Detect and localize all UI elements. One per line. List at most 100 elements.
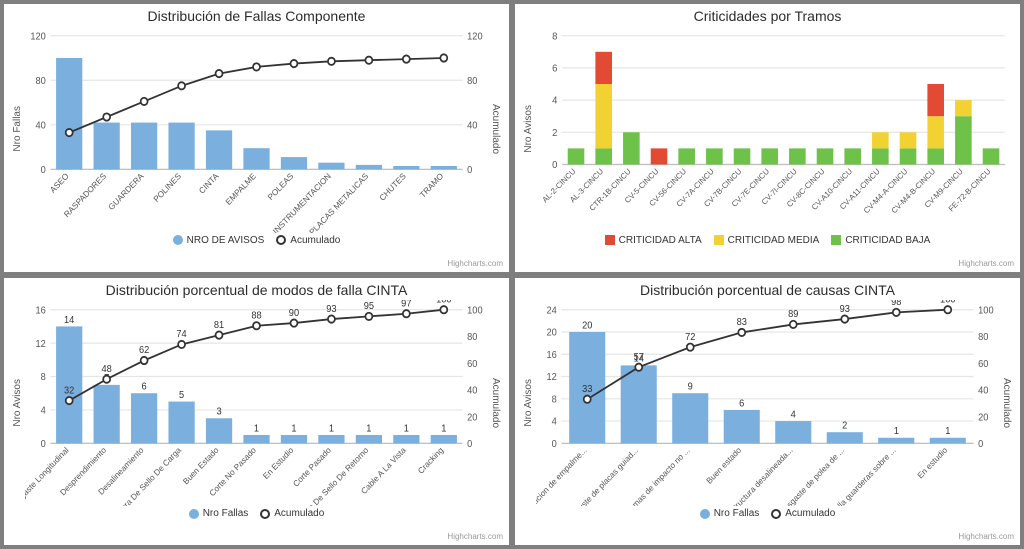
svg-text:4: 4 — [552, 416, 557, 427]
svg-text:80: 80 — [467, 76, 477, 87]
plot-wrap: Nro Avisos 04812162024020406080100201496… — [523, 300, 1012, 507]
svg-text:Buen Estado: Buen Estado — [181, 444, 221, 486]
svg-text:40: 40 — [467, 385, 477, 396]
legend-swatch — [173, 235, 183, 245]
legend-label: Nro Fallas — [714, 508, 760, 519]
svg-text:20: 20 — [582, 320, 592, 331]
panel-modos-falla: Distribución porcentual de modos de fall… — [4, 278, 509, 546]
svg-text:80: 80 — [978, 331, 988, 342]
svg-text:9: 9 — [688, 381, 693, 392]
svg-text:5: 5 — [179, 389, 184, 400]
credit: Highcharts.com — [958, 532, 1014, 541]
y-axis-left: Nro Avisos — [12, 300, 23, 507]
svg-text:83: 83 — [737, 316, 747, 327]
plot-area: 02468AL-2-CINCUAL-3-CINCUCTR-1B-CINCUCV-… — [536, 26, 1012, 233]
legend-label: Acumulado — [290, 235, 340, 246]
chart-title: Distribución de Fallas Componente — [12, 8, 501, 24]
svg-text:16: 16 — [547, 349, 557, 360]
svg-text:20: 20 — [547, 327, 557, 338]
svg-text:8: 8 — [552, 31, 557, 42]
svg-text:33: 33 — [582, 383, 592, 394]
legend-label: CRITICIDAD MEDIA — [728, 235, 820, 246]
svg-text:EMPALME: EMPALME — [223, 171, 258, 208]
svg-text:CINTA: CINTA — [197, 170, 221, 195]
svg-text:1: 1 — [945, 425, 950, 436]
svg-text:TRAMO: TRAMO — [418, 170, 446, 199]
panel-fallas-componente: Distribución de Fallas Componente Nro Fa… — [4, 4, 509, 272]
svg-text:1: 1 — [329, 423, 334, 434]
svg-text:16: 16 — [36, 305, 46, 316]
svg-text:72: 72 — [685, 331, 695, 342]
plot-area: 0481216020406080100147653111111324862748… — [25, 300, 488, 507]
legend-item: Acumulado — [276, 235, 340, 246]
svg-text:120: 120 — [30, 31, 45, 42]
svg-text:40: 40 — [978, 385, 988, 396]
svg-text:95: 95 — [364, 300, 374, 311]
credit: Highcharts.com — [958, 259, 1014, 268]
legend-item: Nro Fallas — [189, 508, 249, 519]
svg-text:90: 90 — [289, 307, 299, 318]
svg-text:20: 20 — [467, 412, 477, 423]
svg-text:1: 1 — [894, 425, 899, 436]
svg-text:0: 0 — [467, 165, 472, 176]
plot-wrap: Nro Avisos 02468AL-2-CINCUAL-3-CINCUCTR-… — [523, 26, 1012, 233]
y-axis-right: Acumulado — [490, 26, 501, 233]
svg-text:0: 0 — [41, 438, 46, 449]
legend: NRO DE AVISOS Acumulado — [12, 235, 501, 246]
svg-text:Cracking: Cracking — [416, 444, 446, 475]
svg-text:74: 74 — [176, 328, 186, 339]
svg-text:0: 0 — [978, 438, 983, 449]
svg-text:Buen estado: Buen estado — [704, 444, 743, 485]
svg-text:12: 12 — [547, 371, 557, 382]
svg-text:6: 6 — [552, 63, 557, 74]
svg-text:40: 40 — [36, 120, 46, 131]
svg-text:80: 80 — [36, 76, 46, 87]
svg-text:POLINES: POLINES — [151, 170, 183, 204]
svg-text:93: 93 — [326, 303, 336, 314]
svg-text:12: 12 — [36, 338, 46, 349]
svg-text:20: 20 — [978, 412, 988, 423]
svg-text:4: 4 — [791, 409, 796, 420]
svg-text:100: 100 — [467, 305, 482, 316]
svg-text:93: 93 — [840, 303, 850, 314]
plot-wrap: Nro Avisos 04812160204060801001476531111… — [12, 300, 501, 507]
panel-causas: Distribución porcentual de causas CINTA … — [515, 278, 1020, 546]
legend-label: NRO DE AVISOS — [187, 235, 265, 246]
svg-text:24: 24 — [547, 305, 557, 316]
svg-text:ASEO: ASEO — [48, 170, 71, 194]
svg-text:3: 3 — [216, 406, 221, 417]
legend-label: Acumulado — [274, 508, 324, 519]
plot-wrap: Nro Fallas 0408012004080120ASEORASPADORE… — [12, 26, 501, 233]
plot-area: 0481216202402040608010020149642113357728… — [536, 300, 999, 507]
svg-text:62: 62 — [139, 345, 149, 356]
svg-text:80: 80 — [467, 331, 477, 342]
legend: Nro Fallas Acumulado — [12, 508, 501, 519]
svg-text:98: 98 — [891, 300, 901, 308]
svg-text:48: 48 — [102, 363, 112, 374]
svg-text:120: 120 — [467, 31, 482, 42]
svg-text:6: 6 — [739, 398, 744, 409]
svg-text:60: 60 — [467, 358, 477, 369]
svg-text:1: 1 — [404, 423, 409, 434]
y-axis-left: Nro Fallas — [12, 26, 23, 233]
svg-text:2: 2 — [842, 420, 847, 431]
svg-text:89: 89 — [788, 308, 798, 319]
svg-text:4: 4 — [552, 96, 558, 107]
legend-item: CRITICIDAD ALTA — [605, 235, 702, 246]
legend-swatch — [189, 509, 199, 519]
legend-item: Acumulado — [771, 508, 835, 519]
y-axis-right: Acumulado — [490, 300, 501, 507]
credit: Highcharts.com — [447, 259, 503, 268]
svg-text:0: 0 — [467, 438, 472, 449]
svg-text:8: 8 — [552, 394, 557, 405]
legend-label: Acumulado — [785, 508, 835, 519]
svg-text:0: 0 — [552, 160, 557, 171]
legend-swatch — [771, 509, 781, 519]
svg-text:81: 81 — [214, 319, 224, 330]
chart-title: Criticidades por Tramos — [523, 8, 1012, 24]
legend-item: Acumulado — [260, 508, 324, 519]
legend-swatch — [700, 509, 710, 519]
svg-text:1: 1 — [254, 423, 259, 434]
svg-text:60: 60 — [978, 358, 988, 369]
svg-text:32: 32 — [64, 385, 74, 396]
